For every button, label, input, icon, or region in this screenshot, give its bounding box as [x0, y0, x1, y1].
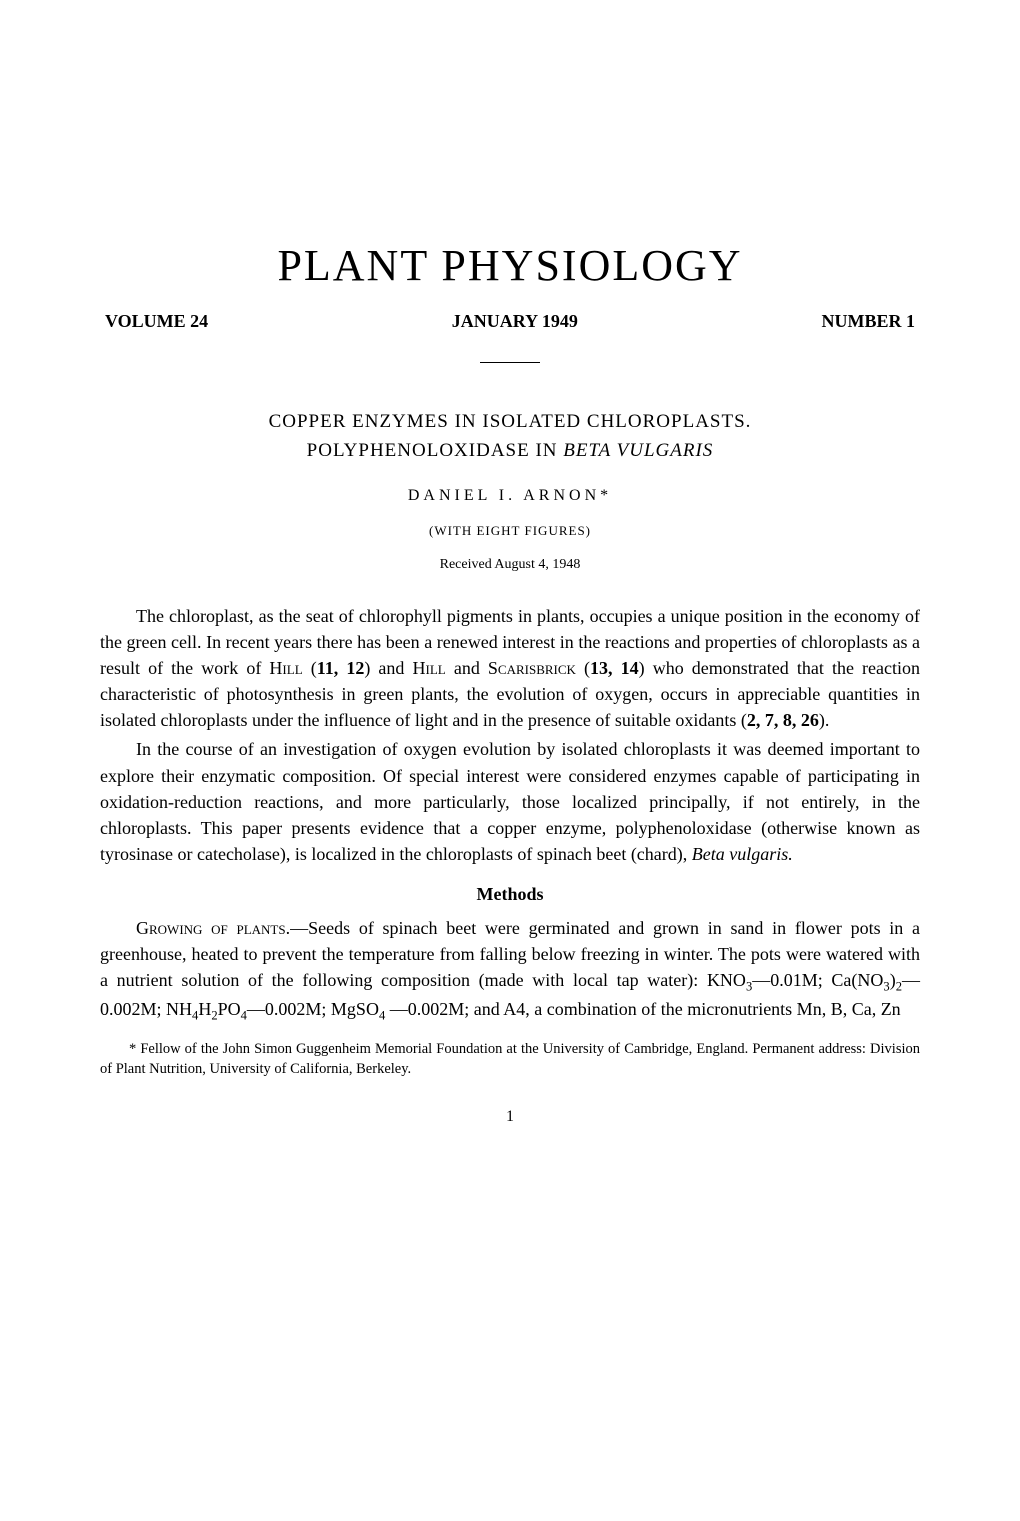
- methods-p1-heading: Growing of plants.: [136, 918, 290, 938]
- received-date: Received August 4, 1948: [100, 557, 920, 573]
- article-title-species: BETA VULGARIS: [563, 440, 713, 461]
- issue-info: VOLUME 24 JANUARY 1949 NUMBER 1: [100, 311, 920, 332]
- article-title-line1: COPPER ENZYMES IN ISOLATED CHLOROPLASTS.: [269, 411, 752, 432]
- volume-label: VOLUME 24: [105, 311, 208, 332]
- article-body: The chloroplast, as the seat of chloroph…: [100, 603, 920, 1025]
- p1-text: The chloroplast, as the seat of chloroph…: [100, 606, 920, 730]
- article-title-line2-prefix: POLYPHENOLOXIDASE IN: [307, 440, 564, 461]
- page-number: 1: [100, 1108, 920, 1126]
- methods-paragraph-1: Growing of plants.—Seeds of spinach beet…: [100, 915, 920, 1025]
- author-name: DANIEL I. ARNON*: [100, 487, 920, 505]
- issue-number: NUMBER 1: [822, 311, 916, 332]
- methods-heading: Methods: [100, 881, 920, 907]
- p2-species: Beta vulgaris.: [692, 844, 793, 864]
- paragraph-2: In the course of an investigation of oxy…: [100, 736, 920, 866]
- footnote: * Fellow of the John Simon Guggenheim Me…: [100, 1039, 920, 1080]
- issue-date: JANUARY 1949: [452, 311, 578, 332]
- title-divider: [480, 362, 540, 363]
- article-title: COPPER ENZYMES IN ISOLATED CHLOROPLASTS.…: [100, 408, 920, 465]
- figures-note: (WITH EIGHT FIGURES): [100, 523, 920, 539]
- p2-prefix: In the course of an investigation of oxy…: [100, 739, 920, 863]
- journal-title: PLANT PHYSIOLOGY: [100, 240, 920, 291]
- paragraph-1: The chloroplast, as the seat of chloroph…: [100, 603, 920, 733]
